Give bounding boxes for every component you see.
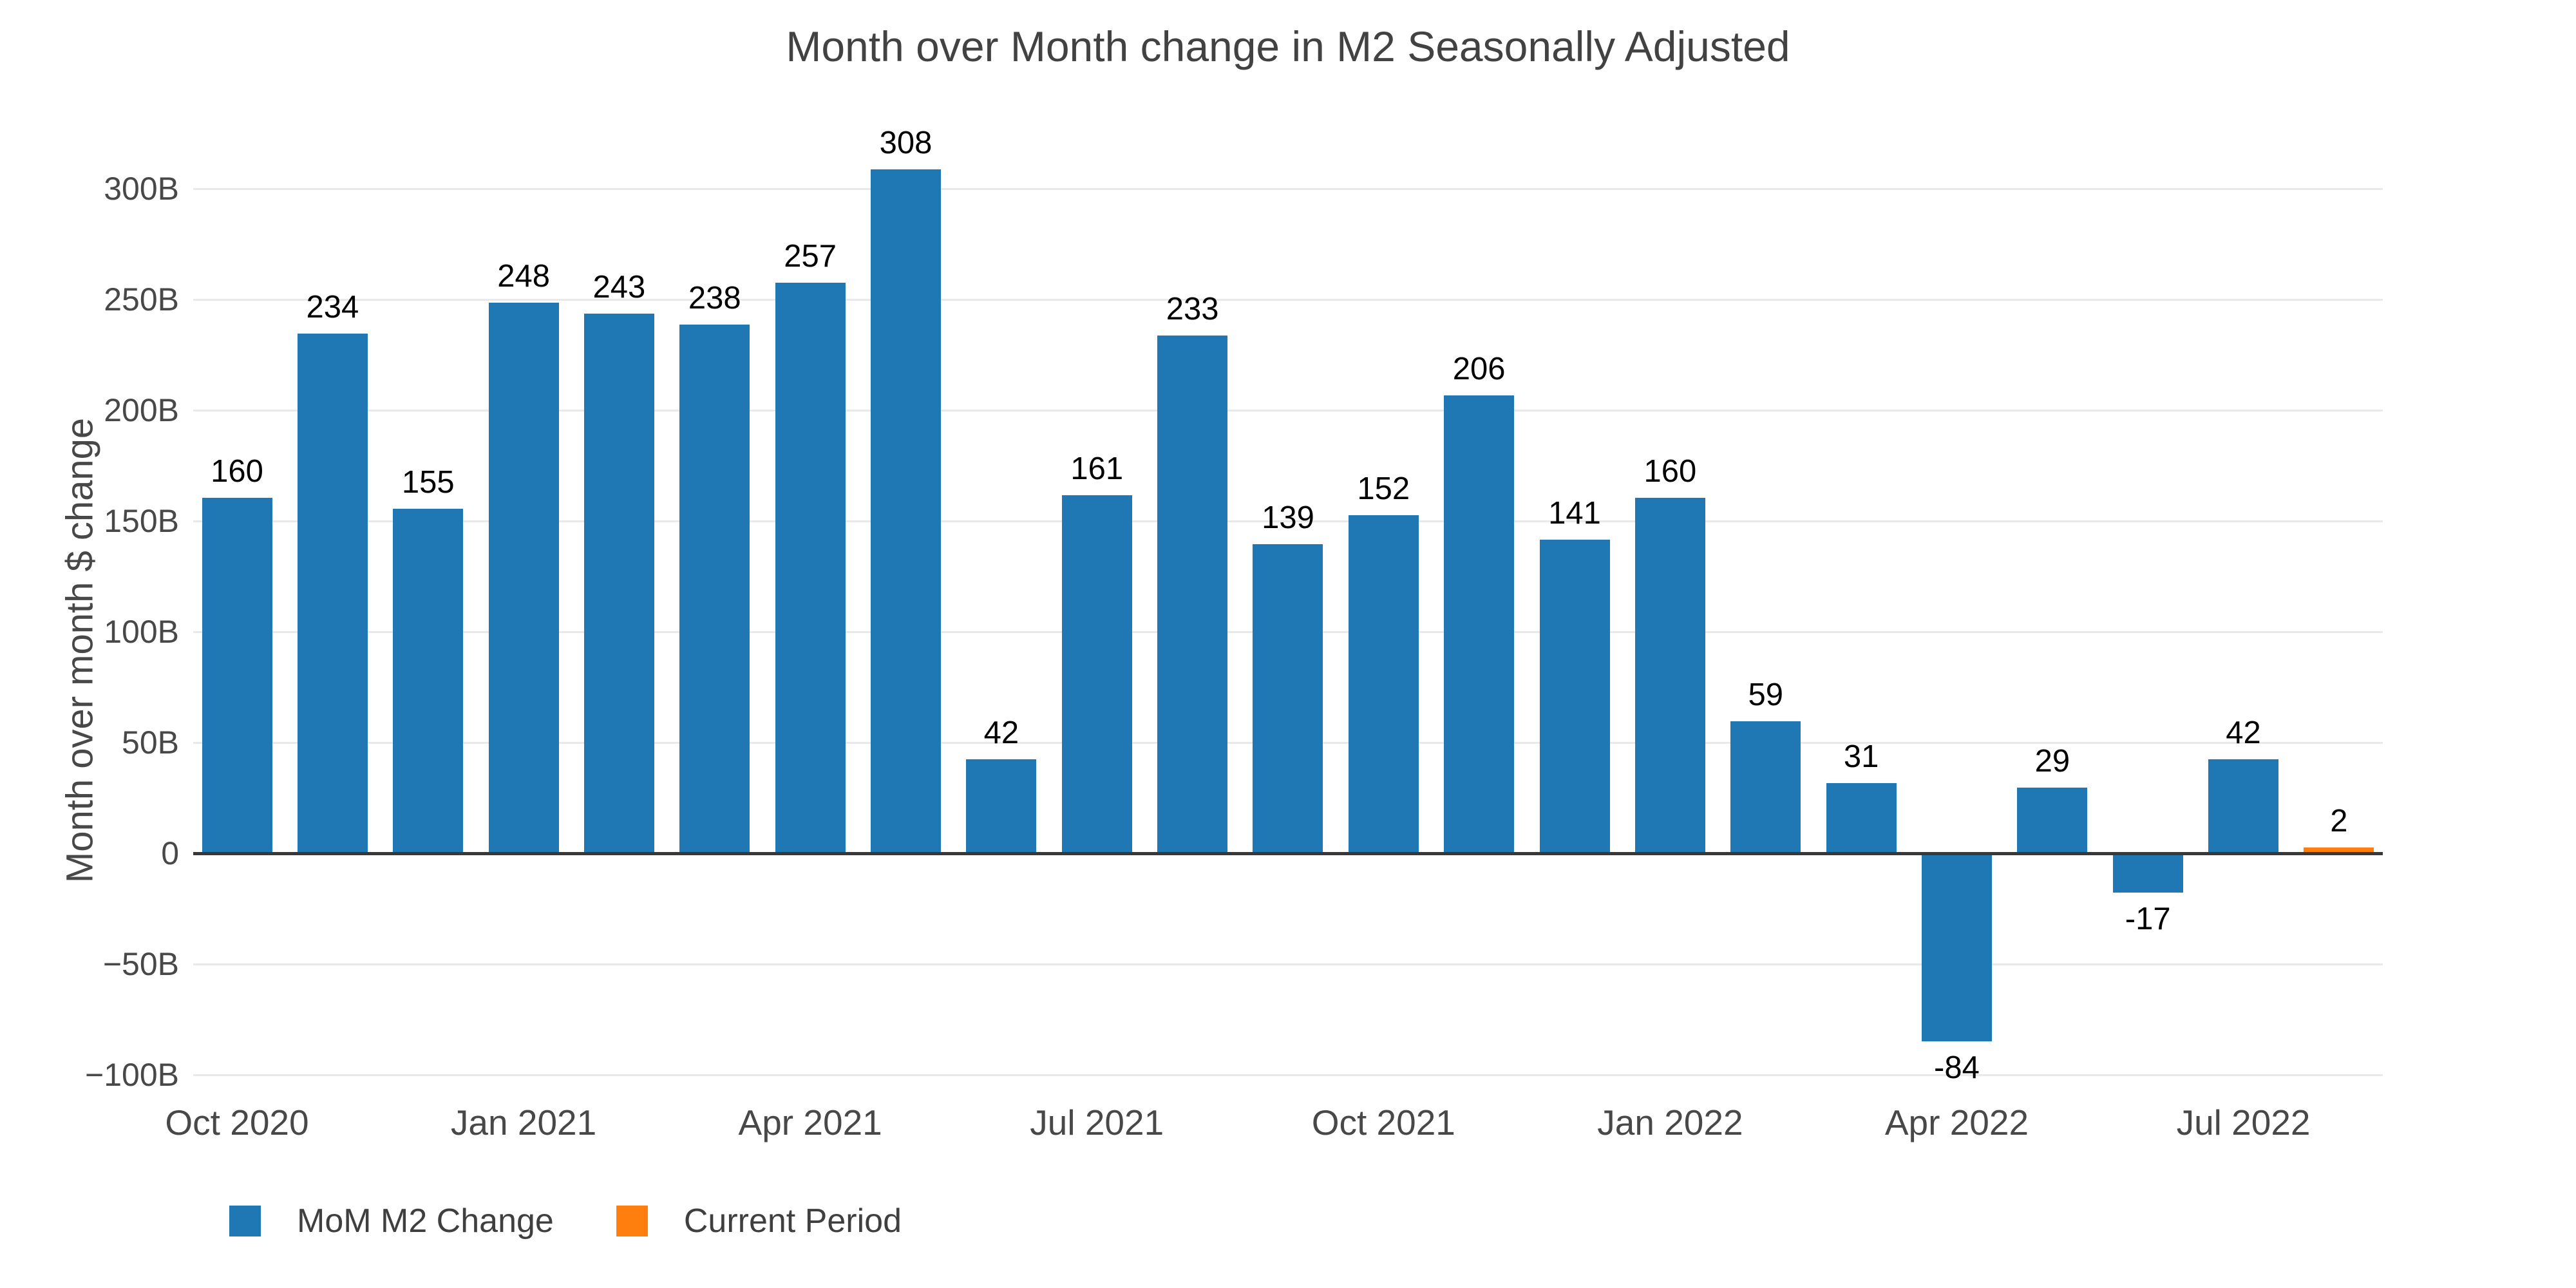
bar-value-label: -84 [1934, 1050, 1980, 1085]
gridline-−50B [193, 963, 2383, 965]
y-tick-label: 300B [104, 171, 179, 207]
bar[interactable] [1921, 855, 1992, 1041]
bar-value-label: 161 [1070, 451, 1124, 487]
bar[interactable] [1826, 783, 1897, 852]
bar[interactable] [2112, 855, 2183, 893]
bar-value-label: 160 [1643, 453, 1697, 489]
bar-value-label: 42 [2226, 715, 2261, 750]
gridline-150B [193, 520, 2383, 522]
legend-label-current-period[interactable]: Current Period [683, 1202, 902, 1240]
bar-value-label: 233 [1166, 292, 1219, 327]
bar-value-label: 160 [211, 453, 263, 489]
gridline-300B [193, 187, 2383, 190]
gridline-250B [193, 298, 2383, 301]
bar-value-label: 243 [592, 270, 646, 305]
bar[interactable] [1539, 539, 1610, 852]
bar[interactable] [871, 169, 942, 852]
bar-value-label: 155 [401, 464, 455, 500]
bar-value-label: 29 [2034, 744, 2070, 779]
bar[interactable] [488, 302, 559, 852]
bar[interactable] [393, 508, 464, 852]
bar[interactable] [775, 282, 846, 852]
y-tick-label: 150B [104, 503, 179, 539]
x-tick-label-jul-2022: Jul 2022 [2176, 1103, 2311, 1142]
bar[interactable] [1348, 515, 1419, 852]
bar[interactable] [1061, 495, 1132, 852]
bar-value-label: 206 [1452, 352, 1506, 387]
bar-value-label: 31 [1843, 739, 1879, 775]
bar[interactable] [679, 325, 750, 852]
y-tick-label: −100B [85, 1057, 179, 1093]
bar-value-label: 141 [1548, 495, 1601, 531]
y-tick-label: 0 [161, 835, 179, 871]
y-tick-label: 50B [122, 724, 179, 761]
gridline-−100B [193, 1074, 2383, 1076]
bar-value-label: 238 [688, 281, 741, 316]
bar-value-label: 139 [1262, 500, 1314, 535]
x-tick-label-apr-2021: Apr 2021 [738, 1103, 882, 1142]
x-tick-label-jul-2021: Jul 2021 [1030, 1103, 1164, 1142]
bar-value-label: 308 [879, 126, 933, 161]
bar-value-label: -17 [2125, 902, 2171, 937]
bar[interactable] [2208, 759, 2279, 852]
x-tick-label-jan-2022: Jan 2022 [1597, 1103, 1743, 1142]
bar[interactable] [1253, 544, 1323, 852]
x-tick-label-apr-2022: Apr 2022 [1884, 1103, 2029, 1142]
bar[interactable] [966, 759, 1037, 852]
bar[interactable] [1730, 721, 1801, 852]
legend-swatch-current-period[interactable] [616, 1206, 648, 1236]
bar-value-label: 248 [497, 258, 550, 294]
bar-value-label: 59 [1748, 677, 1783, 713]
x-tick-label-jan-2021: Jan 2021 [450, 1103, 597, 1142]
legend-label-mom-m2-change[interactable]: MoM M2 Change [297, 1202, 554, 1240]
y-tick-label: 200B [104, 392, 179, 428]
bar-value-label: 2 [2330, 804, 2348, 839]
y-tick-label: 250B [104, 281, 179, 317]
x-axis-zero-line [193, 852, 2383, 855]
y-axis-title: Month over month $ change [59, 417, 101, 884]
chart-title: Month over Month change in M2 Seasonally… [786, 23, 1790, 70]
bar-value-label: 42 [983, 715, 1019, 750]
bar-value-label: 257 [784, 238, 837, 274]
legend-swatch-mom-m2-change[interactable] [229, 1206, 261, 1236]
bar[interactable] [2017, 788, 2088, 852]
gridline-200B [193, 409, 2383, 412]
bar[interactable] [1634, 497, 1705, 852]
bar-value-label: 152 [1357, 471, 1410, 507]
bar-current-period[interactable] [2304, 848, 2374, 852]
bar[interactable] [297, 334, 368, 852]
y-tick-label: −50B [102, 946, 179, 982]
y-tick-label: 100B [104, 614, 179, 650]
bar[interactable] [202, 497, 272, 852]
x-tick-label-oct-2021: Oct 2021 [1311, 1103, 1455, 1142]
legend: MoM M2 Change Current Period [229, 1202, 902, 1240]
bar[interactable] [1444, 395, 1515, 852]
bar-value-label: 234 [306, 290, 359, 325]
bar[interactable] [583, 314, 654, 852]
bar[interactable] [1157, 336, 1228, 852]
x-tick-label-oct-2020: Oct 2020 [165, 1103, 309, 1142]
